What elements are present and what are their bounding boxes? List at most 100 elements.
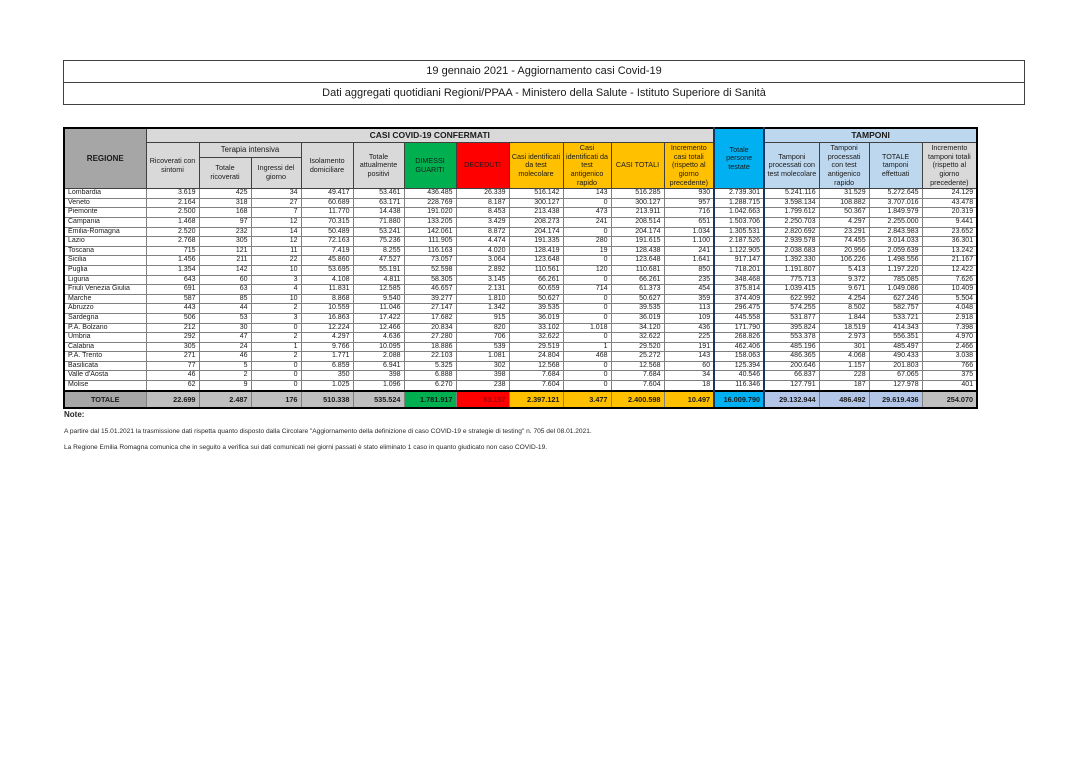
value-cell: 33.102 (508, 322, 564, 334)
value-cell: 121 (198, 245, 252, 257)
value-cell: 820 (455, 322, 510, 334)
column-header-terapia-intensiva: Terapia intensiva (198, 142, 302, 158)
value-cell: 23.652 (921, 226, 978, 238)
value-cell: 2.187.526 (713, 236, 766, 247)
value-cell: 116.163 (403, 245, 457, 257)
region-name-cell: Umbria (63, 332, 147, 343)
column-header-dimessi-guariti: DIMESSI GUARITI (403, 141, 457, 190)
value-cell: 398 (455, 370, 510, 382)
value-cell: 0 (562, 312, 612, 324)
value-cell: 3.429 (455, 217, 510, 228)
table-row: Friuli Venezia Giulia 691 63 4 11.831 12.585 4… (63, 284, 978, 295)
value-cell: 66.837 (763, 370, 820, 382)
value-cell: 490.433 (868, 351, 923, 362)
value-cell: 143 (562, 188, 612, 199)
value-cell: 0 (562, 370, 612, 382)
value-cell: 238 (455, 380, 510, 392)
region-name-cell: Puglia (63, 264, 147, 276)
value-cell: 36.301 (921, 236, 978, 247)
total-label-cell: TOTALE (63, 389, 147, 409)
total-value-cell: 2.487 (198, 389, 252, 409)
value-cell: 200.646 (763, 360, 820, 372)
value-cell: 20.956 (818, 245, 870, 257)
title-box: 19 gennaio 2021 - Aggiornamento casi Cov… (63, 60, 1025, 105)
value-cell: 1.849.979 (868, 207, 923, 218)
value-cell: 7 (250, 207, 302, 218)
value-cell: 425 (198, 188, 252, 199)
value-cell: 271 (145, 351, 200, 362)
value-cell: 14.438 (352, 207, 405, 218)
value-cell: 23.291 (818, 226, 870, 238)
value-cell: 12 (250, 217, 302, 228)
value-cell: 7.684 (508, 370, 564, 382)
value-cell: 116.346 (713, 380, 766, 392)
value-cell: 1.018 (562, 322, 612, 334)
value-cell: 67.065 (868, 370, 923, 382)
value-cell: 2.892 (455, 264, 510, 276)
table-row: Calabria 305 24 1 9.766 10.095 18.886 539 29.519… (63, 341, 978, 353)
value-cell: 34 (250, 188, 302, 199)
value-cell: 71.880 (352, 217, 405, 228)
value-cell: 375 (921, 370, 978, 382)
value-cell: 296.475 (713, 303, 766, 314)
note-line: La Regione Emilia Romagna comunica che i… (64, 444, 548, 451)
value-cell: 60 (198, 274, 252, 286)
region-name-cell: Basilicata (63, 360, 147, 372)
value-cell: 50.627 (508, 293, 564, 305)
value-cell: 44 (198, 303, 252, 314)
value-cell: 539 (455, 341, 510, 353)
value-cell: 587 (145, 293, 200, 305)
value-cell: 49.417 (300, 188, 354, 199)
total-value-cell: 29.132.944 (763, 389, 820, 409)
value-cell: 2.973 (818, 332, 870, 343)
value-cell: 915 (455, 312, 510, 324)
value-cell: 208.273 (508, 217, 564, 228)
value-cell: 462.406 (713, 341, 766, 353)
value-cell: 3.619 (145, 188, 200, 199)
value-cell: 228 (818, 370, 870, 382)
value-cell: 2.918 (921, 312, 978, 324)
value-cell: 62 (145, 380, 200, 392)
value-cell: 0 (562, 274, 612, 286)
value-cell: 204.174 (508, 226, 564, 238)
value-cell: 17.682 (403, 312, 457, 324)
table-header: REGIONE CASI COVID-19 CONFERMATI Totale … (63, 127, 978, 190)
value-cell: 232 (198, 226, 252, 238)
value-cell: 171.790 (713, 322, 766, 334)
value-cell: 27.280 (403, 332, 457, 343)
value-cell: 21.167 (921, 255, 978, 266)
value-cell: 2.820.692 (763, 226, 820, 238)
value-cell: 1.157 (818, 360, 870, 372)
value-cell: 46 (145, 370, 200, 382)
value-cell: 574.255 (763, 303, 820, 314)
value-cell: 0 (562, 293, 612, 305)
value-cell: 63.171 (352, 197, 405, 209)
value-cell: 168 (198, 207, 252, 218)
value-cell: 39.535 (610, 303, 665, 314)
value-cell: 556.351 (868, 332, 923, 343)
value-cell: 292 (145, 332, 200, 343)
notes-heading: Note: (64, 410, 85, 419)
value-cell: 50.367 (818, 207, 870, 218)
value-cell: 24 (198, 341, 252, 353)
value-cell: 6.859 (300, 360, 354, 372)
value-cell: 53.695 (300, 264, 354, 276)
value-cell: 3 (250, 274, 302, 286)
value-cell: 485.196 (763, 341, 820, 353)
value-cell: 73.057 (403, 255, 457, 266)
value-cell: 12.568 (508, 360, 564, 372)
value-cell: 1.503.706 (713, 217, 766, 228)
total-row: TOTALE 22.699 2.487 176 510.338 535.524 1.781.… (63, 389, 978, 409)
value-cell: 2.939.578 (763, 236, 820, 247)
value-cell: 473 (562, 207, 612, 218)
value-cell: 1.081 (455, 351, 510, 362)
value-cell: 395.824 (763, 322, 820, 334)
value-cell: 302 (455, 360, 510, 372)
value-cell: 1.096 (352, 380, 405, 392)
value-cell: 1.810 (455, 293, 510, 305)
value-cell: 2.739.301 (713, 188, 766, 199)
value-cell: 716 (663, 207, 715, 218)
value-cell: 110.681 (610, 264, 665, 276)
column-header-totale-tamponi: TOTALE tamponi effettuati (868, 141, 923, 190)
value-cell: 29.520 (610, 341, 665, 353)
